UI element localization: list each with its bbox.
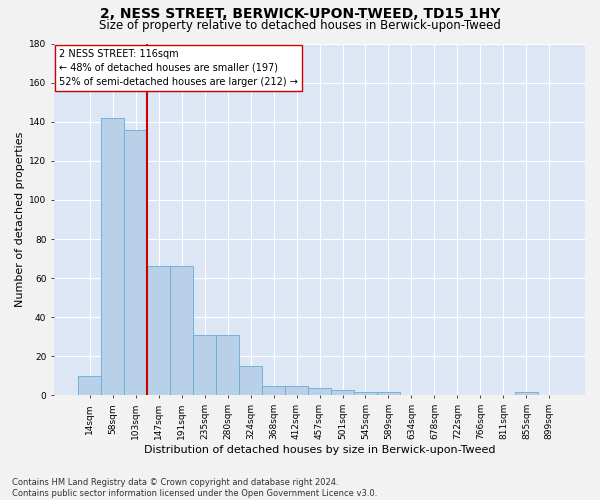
Text: 2 NESS STREET: 116sqm
← 48% of detached houses are smaller (197)
52% of semi-det: 2 NESS STREET: 116sqm ← 48% of detached … bbox=[59, 49, 298, 87]
Bar bbox=[515, 392, 538, 396]
X-axis label: Distribution of detached houses by size in Berwick-upon-Tweed: Distribution of detached houses by size … bbox=[144, 445, 495, 455]
Bar bbox=[308, 388, 331, 396]
Bar bbox=[170, 266, 193, 396]
Bar bbox=[285, 386, 308, 396]
Bar bbox=[147, 266, 170, 396]
Bar bbox=[354, 392, 377, 396]
Text: 2, NESS STREET, BERWICK-UPON-TWEED, TD15 1HY: 2, NESS STREET, BERWICK-UPON-TWEED, TD15… bbox=[100, 8, 500, 22]
Bar bbox=[193, 335, 216, 396]
Bar bbox=[239, 366, 262, 396]
Bar bbox=[262, 386, 285, 396]
Text: Size of property relative to detached houses in Berwick-upon-Tweed: Size of property relative to detached ho… bbox=[99, 18, 501, 32]
Bar bbox=[216, 335, 239, 396]
Bar bbox=[331, 390, 354, 396]
Bar bbox=[124, 130, 147, 396]
Bar bbox=[377, 392, 400, 396]
Bar bbox=[78, 376, 101, 396]
Text: Contains HM Land Registry data © Crown copyright and database right 2024.
Contai: Contains HM Land Registry data © Crown c… bbox=[12, 478, 377, 498]
Bar bbox=[101, 118, 124, 396]
Y-axis label: Number of detached properties: Number of detached properties bbox=[15, 132, 25, 307]
